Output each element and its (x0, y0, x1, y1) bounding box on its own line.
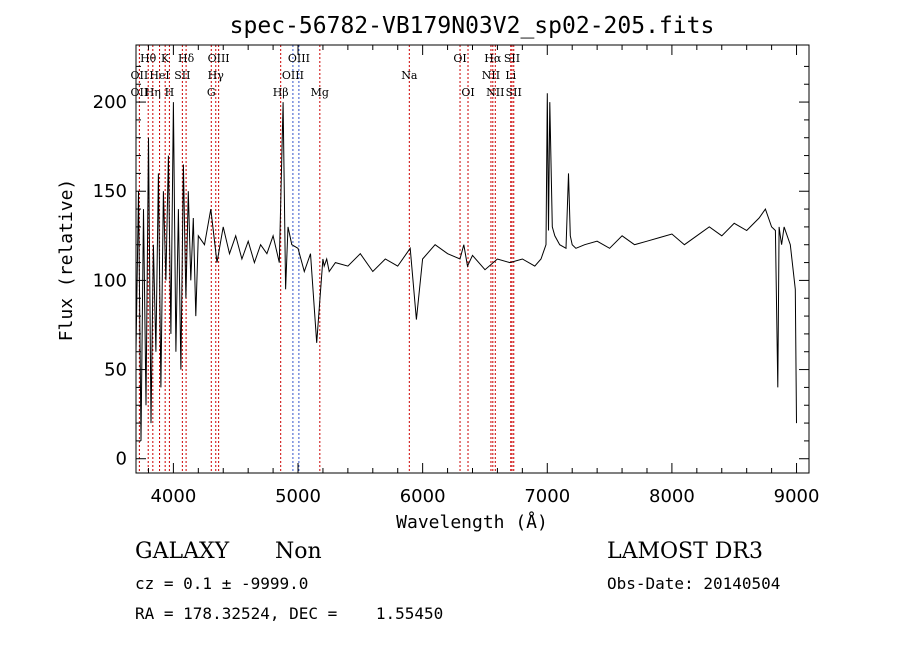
line-label-6: H (165, 86, 175, 99)
survey-name: LAMOST DR3 (607, 539, 763, 564)
line-label-20: NII (482, 69, 500, 82)
line-label-12: OIII (288, 52, 310, 65)
line-label-15: Mg (311, 86, 329, 99)
y-tick-label-2: 100 (93, 270, 127, 291)
line-label-21: NII (486, 86, 504, 99)
line-label-22: SII (504, 52, 520, 65)
obs-date-text: Obs-Date: 20140504 (607, 574, 781, 593)
x-tick-label-3: 7000 (524, 486, 570, 507)
line-label-11: G (207, 86, 216, 99)
x-axis-label: Wavelength (Å) (396, 511, 548, 533)
line-label-13: OIII (282, 69, 304, 82)
line-label-23: Li (505, 69, 516, 82)
coordinates-text: RA = 178.32524, DEC = 1.55450 (135, 604, 444, 623)
line-label-24: SII (506, 86, 522, 99)
line-label-7: Hδ (178, 52, 195, 65)
line-label-9: OIII (208, 52, 230, 65)
spectral-line-markers (138, 45, 515, 473)
y-tick-label-0: 0 (116, 449, 127, 470)
line-label-4: HeI (149, 69, 169, 82)
flux-spectrum-line (135, 93, 797, 441)
x-tick-label-0: 4000 (150, 486, 196, 507)
x-tick-label-4: 8000 (649, 486, 695, 507)
line-label-16: Na (401, 69, 418, 82)
line-label-0: Hθ (140, 52, 157, 65)
x-tick-label-5: 9000 (774, 486, 820, 507)
x-tick-label-2: 6000 (400, 486, 446, 507)
x-tick-label-1: 5000 (275, 486, 321, 507)
y-axis-label: Flux (relative) (56, 179, 77, 342)
line-label-10: Hγ (208, 69, 225, 82)
line-label-8: SII (174, 69, 190, 82)
line-label-19: Hα (484, 52, 502, 65)
y-tick-label-3: 150 (93, 181, 127, 202)
redshift-text: cz = 0.1 ± -9999.0 (135, 574, 309, 593)
y-axis: 0 50 100 150 200 (93, 65, 809, 470)
plot-frame (135, 44, 810, 474)
line-label-1: OII (131, 69, 149, 82)
chart-title: spec-56782-VB179N03V2_sp02-205.fits (230, 13, 715, 39)
line-label-3: Hη (145, 86, 161, 99)
y-tick-label-1: 50 (104, 360, 127, 381)
line-label-17: OI (453, 52, 466, 65)
spectrum-chart: spec-56782-VB179N03V2_sp02-205.fits Hθ OI… (56, 13, 820, 533)
y-tick-label-4: 200 (93, 92, 127, 113)
line-label-18: OI (461, 86, 474, 99)
line-label-5: K (161, 52, 170, 65)
x-axis: 4000 5000 6000 7000 8000 9000 (147, 45, 820, 507)
line-label-14: Hβ (273, 86, 289, 99)
line-label-2: OII (131, 86, 149, 99)
object-class: GALAXY (135, 539, 230, 564)
object-subclass: Non (275, 539, 322, 564)
